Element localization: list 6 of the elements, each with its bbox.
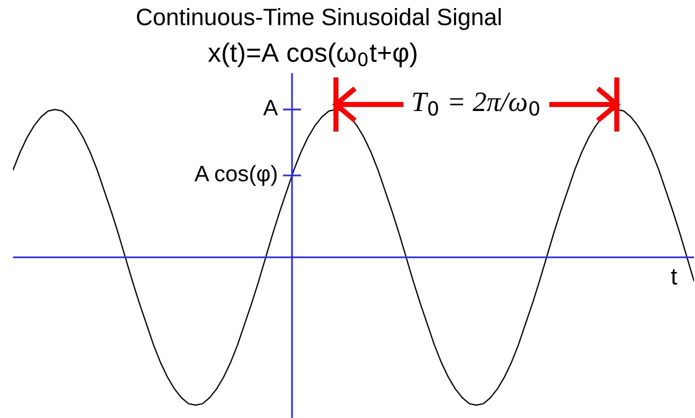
- chart-title: Continuous-Time Sinusoidal Signal: [136, 8, 501, 30]
- annotation: T$_{0}$ = 2π/ω$_{0}$: [413, 92, 540, 116]
- annotation: A: [263, 100, 278, 116]
- x-axis-title: t: [671, 269, 678, 285]
- chart-subtitle: x(t)=A cos(ω$_{0}$t+φ): [208, 42, 416, 68]
- annotation: A cos(φ): [194, 165, 277, 186]
